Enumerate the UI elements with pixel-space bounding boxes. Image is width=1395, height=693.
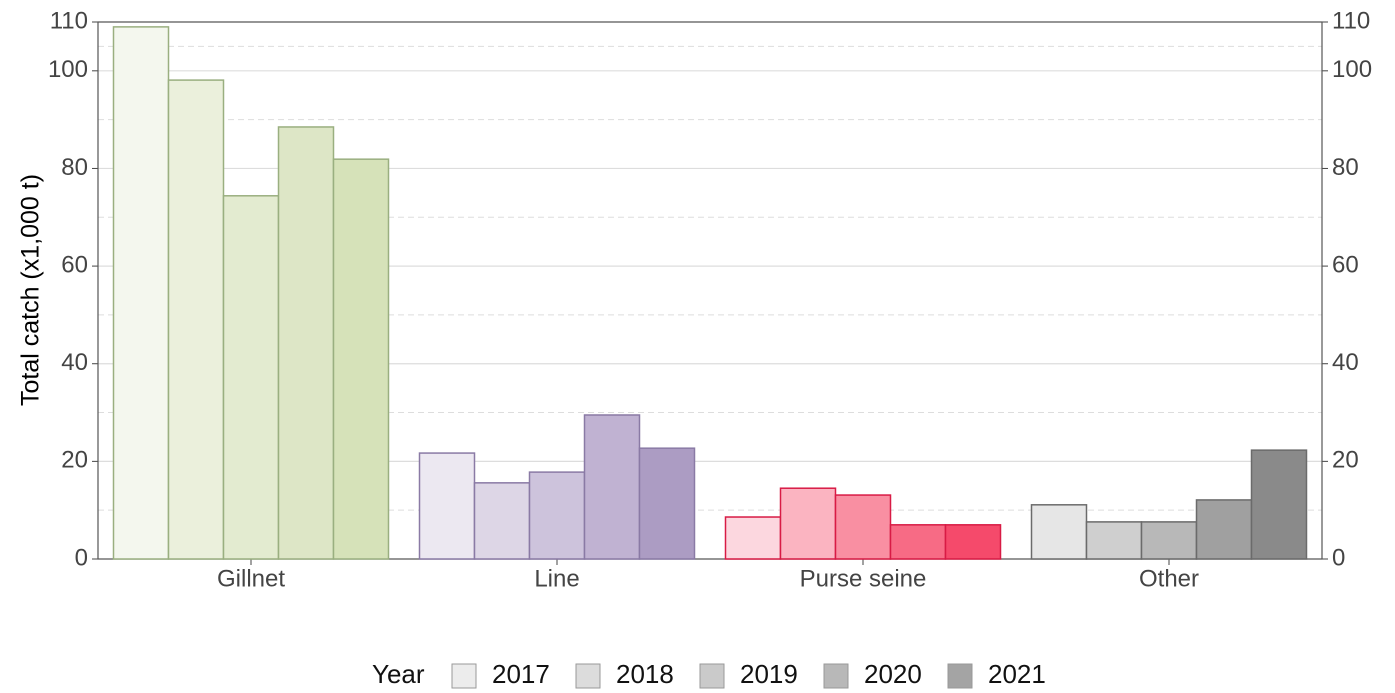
bar [222,195,280,560]
bar [167,79,225,560]
bar [779,487,837,560]
x-tick-label: Other [1139,565,1199,592]
bar [1195,499,1253,560]
legend-label: 2019 [740,659,798,689]
bar [528,471,586,560]
legend-swatch [823,663,849,689]
bar [332,158,390,560]
x-tick-label: Purse seine [800,565,927,592]
y2-tick-label: 60 [1332,251,1359,278]
bar [112,26,170,560]
legend-label: 2021 [988,659,1046,689]
y2-tick-label: 20 [1332,447,1359,474]
y2-tick-label: 80 [1332,154,1359,181]
bar [277,126,335,560]
x-tick-label: Gillnet [217,565,285,592]
bar [583,414,641,560]
y-tick-label: 110 [50,7,88,34]
legend-swatch [451,663,477,689]
legend-swatch [947,663,973,689]
y-axis-title: Total catch (x1,000 t) [17,174,45,406]
y-tick-label: 60 [61,251,88,278]
bar [473,482,531,560]
y2-tick-label: 0 [1332,544,1345,571]
bar [638,447,696,560]
y2-tick-label: 40 [1332,349,1359,376]
bar [1030,504,1088,560]
bar [724,516,782,560]
y2-tick-label: 110 [1332,7,1370,34]
y-tick-label: 100 [48,56,88,83]
legend-label: 2017 [492,659,550,689]
y-tick-label: 0 [75,544,88,571]
bar [418,452,476,560]
legend-title: Year [372,659,425,689]
y-tick-label: 80 [61,154,88,181]
y-tick-label: 40 [61,349,88,376]
bar [1250,449,1308,560]
legend-label: 2020 [864,659,922,689]
legend-swatch [699,663,725,689]
bar [944,524,1002,560]
legend-swatch [575,663,601,689]
bar [1140,521,1198,560]
y-tick-label: 20 [61,447,88,474]
x-tick-label: Line [534,565,579,592]
legend-label: 2018 [616,659,674,689]
plot-frame [97,21,1323,560]
bar [1085,521,1143,560]
y2-tick-label: 100 [1332,56,1372,83]
bar [889,524,947,560]
bar [834,494,892,560]
